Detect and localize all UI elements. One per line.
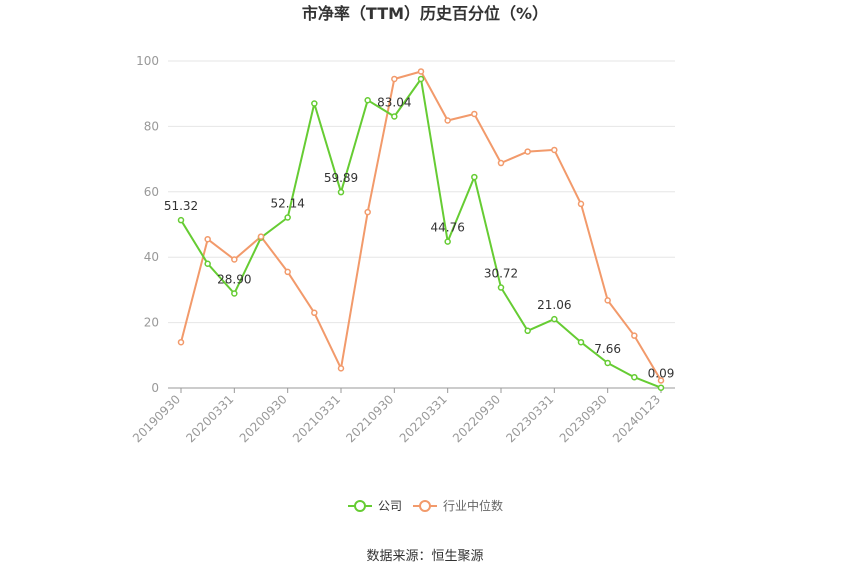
- data-point[interactable]: [204, 235, 211, 243]
- data-point[interactable]: [604, 359, 611, 367]
- x-tick-label: 20210331: [290, 392, 343, 445]
- data-point[interactable]: [284, 214, 291, 221]
- x-tick-label: 20200331: [183, 392, 236, 445]
- data-point[interactable]: [417, 75, 425, 83]
- y-tick-label: 40: [144, 250, 159, 264]
- data-point[interactable]: [364, 96, 371, 104]
- data-label: 59.89: [324, 171, 358, 185]
- y-tick-label: 80: [144, 119, 159, 133]
- data-point[interactable]: [497, 159, 505, 167]
- y-tick-label: 100: [136, 54, 159, 68]
- data-label: 30.72: [484, 267, 518, 281]
- x-tick-label: 20230930: [557, 392, 610, 445]
- data-point[interactable]: [204, 260, 211, 267]
- grid: 0 20 40 60 80 100: [136, 54, 675, 395]
- legend-marker: [419, 500, 431, 512]
- legend-marker: [354, 500, 366, 512]
- data-point[interactable]: [551, 146, 558, 154]
- data-point[interactable]: [257, 233, 265, 240]
- data-label: 51.32: [164, 199, 198, 213]
- x-tick-label: 20220331: [397, 392, 450, 445]
- data-point[interactable]: [177, 216, 185, 224]
- series: [177, 68, 665, 391]
- data-point[interactable]: [231, 256, 238, 263]
- data-point[interactable]: [497, 284, 505, 291]
- data-point[interactable]: [577, 338, 585, 346]
- data-point[interactable]: [391, 75, 398, 83]
- data-label: 7.66: [594, 342, 621, 356]
- y-tick-label: 20: [144, 316, 159, 330]
- data-point[interactable]: [284, 268, 291, 276]
- data-point[interactable]: [417, 68, 425, 75]
- data-point[interactable]: [337, 365, 345, 372]
- data-point[interactable]: [577, 200, 585, 208]
- data-point[interactable]: [231, 290, 238, 297]
- legend-label: 公司: [378, 499, 402, 513]
- data-point[interactable]: [524, 327, 531, 335]
- data-point[interactable]: [337, 188, 345, 196]
- x-tick-label: 20190930: [130, 392, 183, 445]
- legend-item-1[interactable]: 行业中位数: [413, 498, 503, 513]
- data-point[interactable]: [177, 338, 185, 346]
- data-label: 0.09: [648, 367, 675, 381]
- data-label: 52.14: [270, 197, 304, 211]
- data-point[interactable]: [471, 110, 478, 118]
- legend-item-0[interactable]: 公司: [348, 499, 402, 513]
- x-tick-label: 20240123: [610, 392, 663, 445]
- data-labels: 51.32 28.90 52.14 59.89 83.04 44.76 30.72 21.06…: [164, 95, 675, 380]
- data-point[interactable]: [657, 384, 665, 391]
- data-label: 44.76: [430, 221, 464, 235]
- series-line-1: [180, 70, 662, 382]
- chart-title: 市净率（TTM）历史百分位（%）: [302, 4, 548, 23]
- data-point[interactable]: [391, 113, 398, 120]
- data-point[interactable]: [444, 117, 451, 124]
- data-point[interactable]: [551, 315, 558, 323]
- data-point[interactable]: [471, 173, 478, 181]
- x-tick-label: 20210930: [343, 392, 396, 445]
- data-label: 83.04: [377, 95, 411, 109]
- data-point[interactable]: [631, 332, 638, 339]
- legend-label: 行业中位数: [443, 498, 503, 513]
- y-tick-label: 60: [144, 185, 159, 199]
- data-label: 28.90: [217, 272, 251, 286]
- data-point[interactable]: [604, 297, 611, 304]
- data-label: 21.06: [537, 298, 571, 312]
- axes: 20190930 20200331 20200930 20210331 20210930…: [130, 387, 675, 445]
- legend[interactable]: 公司 行业中位数: [348, 498, 503, 513]
- data-point[interactable]: [311, 309, 318, 317]
- x-tick-label: 20200930: [237, 392, 290, 445]
- source-note: 数据来源：恒生聚源: [366, 549, 483, 564]
- x-tick-label: 20230331: [503, 392, 556, 445]
- y-tick-label: 0: [151, 381, 159, 395]
- data-point[interactable]: [631, 373, 638, 381]
- x-tick-label: 20220930: [450, 392, 503, 445]
- data-point[interactable]: [524, 148, 531, 155]
- data-point[interactable]: [364, 208, 371, 216]
- data-point[interactable]: [311, 100, 318, 107]
- data-point[interactable]: [444, 238, 451, 245]
- data-point[interactable]: [657, 377, 665, 384]
